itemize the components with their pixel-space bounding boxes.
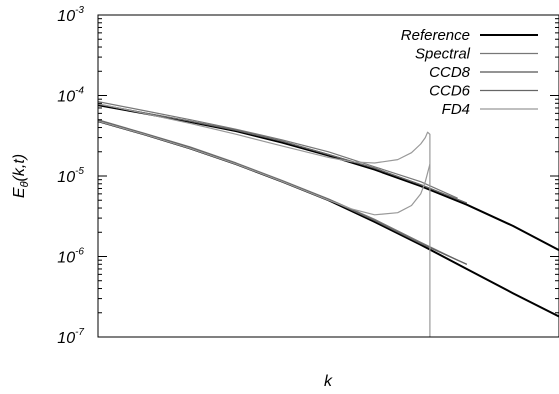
legend-label-fd4: FD4 [442, 101, 470, 118]
y-axis-ticks [98, 14, 559, 338]
y-tick-label-base: 10 [57, 169, 75, 186]
y-tick-label: 10-4 [57, 86, 84, 106]
y-tick-label-exponent: -3 [75, 5, 84, 16]
plot-lines [97, 101, 559, 337]
legend-label-ccd8: CCD8 [429, 64, 470, 81]
y-tick-label-exponent: -5 [75, 166, 84, 177]
series-line-ccd8 [97, 103, 468, 204]
series-line-fd4 [97, 103, 431, 337]
y-tick-label-base: 10 [57, 8, 75, 25]
y-tick-label-base: 10 [57, 330, 75, 347]
y-tick-label-exponent: -6 [75, 247, 84, 258]
plot-frame [97, 14, 559, 338]
y-tick-label: 10-5 [57, 166, 84, 186]
x-axis-label: k [324, 373, 333, 390]
series-line-spectral [97, 101, 458, 199]
series-line-fd4 [97, 120, 431, 216]
y-axis-label-subscript: θ [19, 181, 31, 187]
series-line-ccd6 [97, 103, 468, 204]
y-tick-label: 10-7 [57, 327, 84, 347]
y-tick-label-base: 10 [57, 250, 75, 267]
y-tick-label-exponent: -7 [75, 327, 84, 338]
y-axis-label-main: E [11, 187, 28, 198]
series-line-reference [97, 104, 559, 251]
y-tick-label: 10-3 [57, 5, 84, 25]
legend-label-ccd6: CCD6 [429, 83, 470, 100]
y-axis-tick-labels: 10-310-410-510-610-7 [57, 5, 84, 347]
series-line-reference [97, 120, 559, 318]
legend-label-spectral: Spectral [415, 46, 471, 63]
y-tick-label-exponent: -4 [75, 86, 84, 97]
y-axis-label: Eθ(k,t) [11, 154, 31, 198]
y-axis-label-args: (k,t) [11, 154, 28, 182]
legend-label-reference: Reference [401, 27, 470, 44]
y-tick-label: 10-6 [57, 247, 84, 267]
y-tick-label-base: 10 [57, 89, 75, 106]
